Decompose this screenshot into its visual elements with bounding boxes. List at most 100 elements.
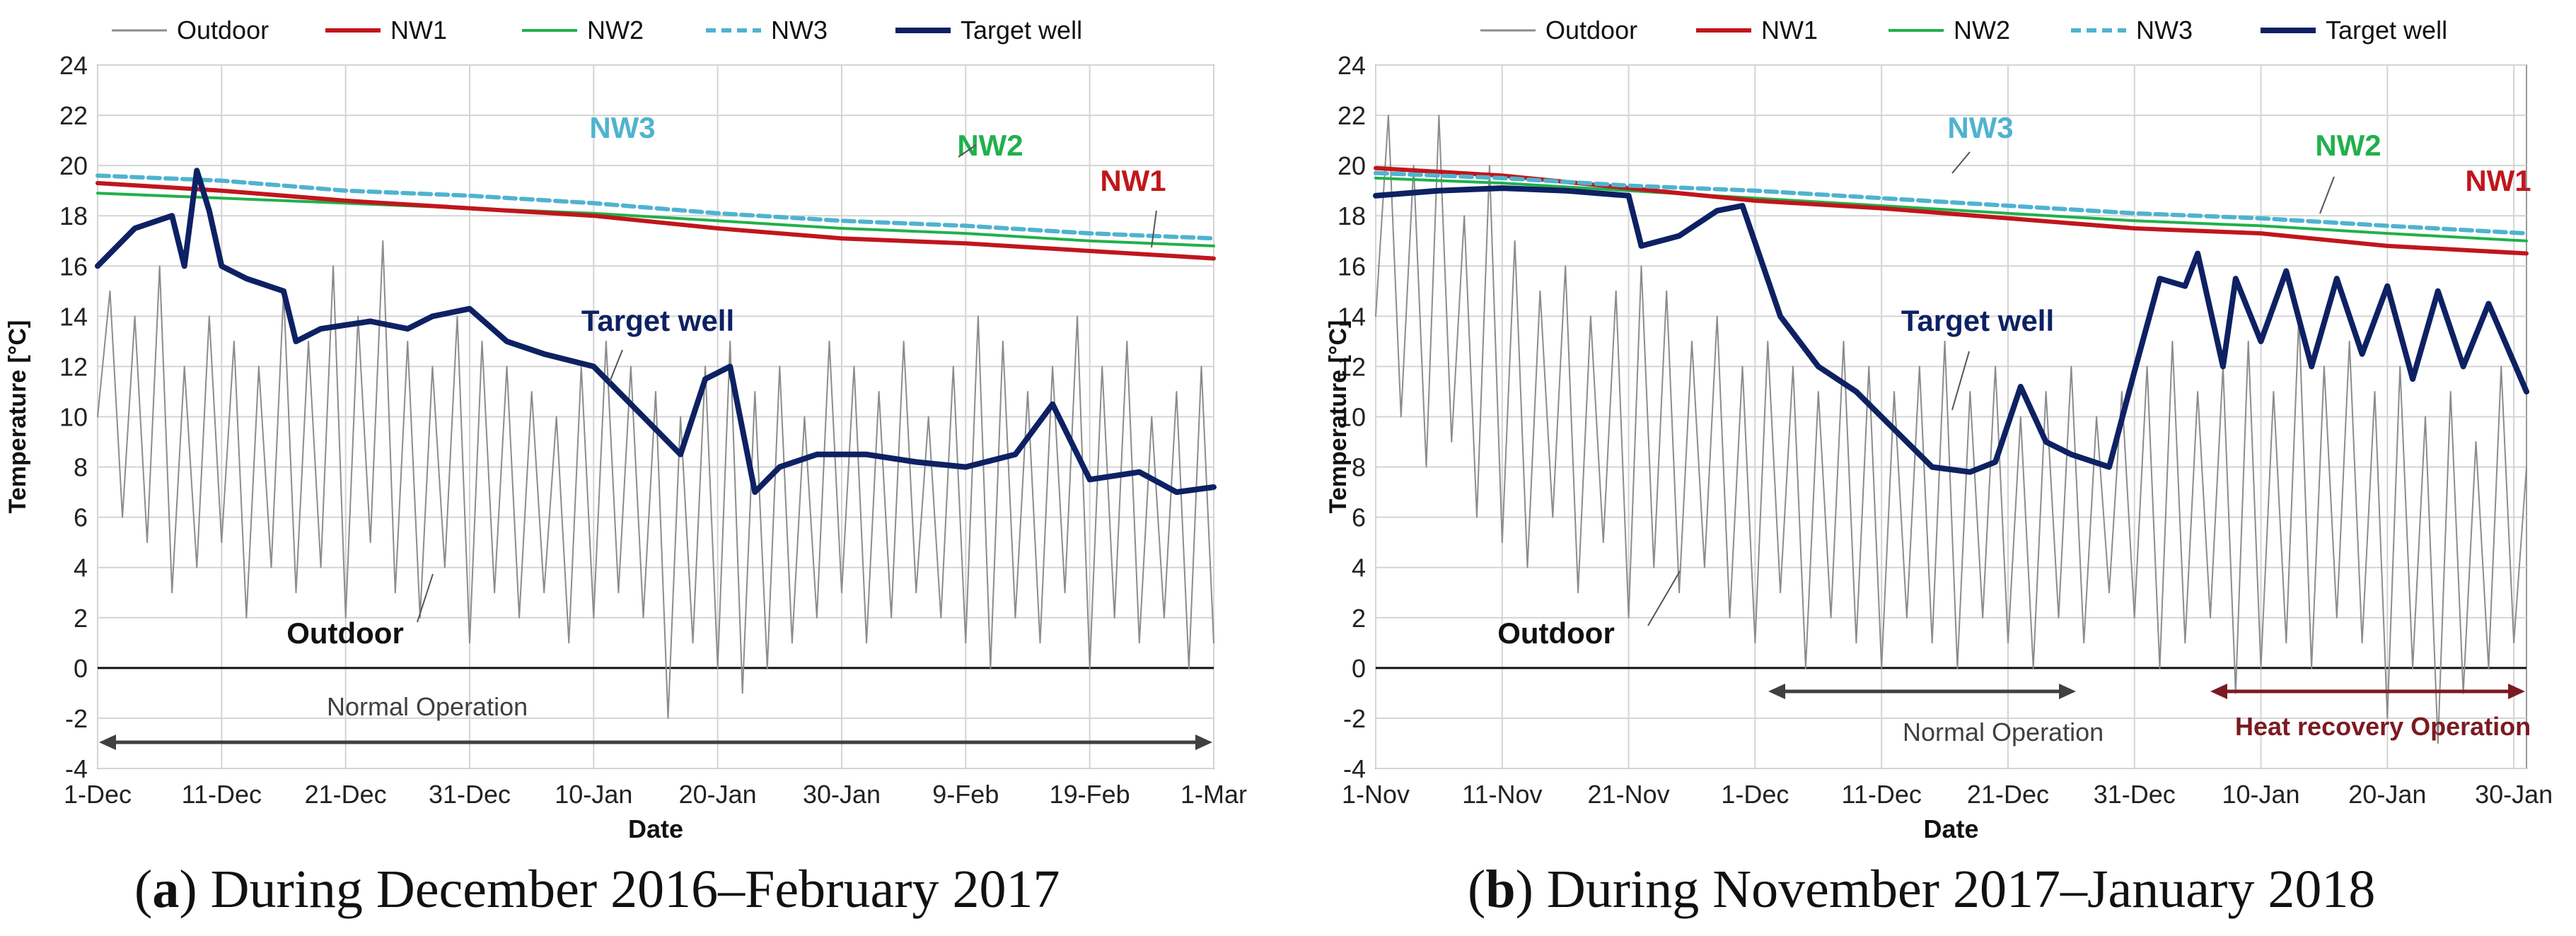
annotation-leader (417, 573, 434, 623)
y-tick-label: -4 (1343, 754, 1366, 783)
annotation-label: NW2 (957, 129, 1023, 162)
y-tick-label: 4 (74, 554, 88, 583)
caption-a-letter: a (152, 860, 180, 919)
y-tick-label: 22 (1338, 101, 1366, 130)
y-tick-label: 4 (1352, 554, 1366, 583)
annotation-label: NW1 (2465, 164, 2531, 197)
arrow-head-left (99, 735, 116, 750)
y-tick-label: 18 (1338, 201, 1366, 230)
annotation-leader (2319, 176, 2335, 214)
legend-label: NW1 (1761, 16, 1818, 45)
arrow-head-left (1768, 684, 1785, 699)
legend-label: NW2 (587, 16, 644, 45)
y-tick-label: 16 (59, 252, 88, 281)
legend-label: Target well (2326, 16, 2447, 45)
series-line-nw3 (1374, 170, 2529, 236)
y-tick-label: -2 (65, 704, 88, 733)
annotation-leader (1951, 151, 1971, 174)
x-tick-label: 20-Jan (679, 780, 757, 809)
annotation-leader (609, 349, 623, 382)
legend-label: NW3 (771, 16, 828, 45)
x-tick-label: 30-Jan (803, 780, 881, 809)
y-tick-label: 2 (74, 604, 88, 633)
y-tick-label: 0 (74, 654, 88, 683)
y-tick-label: 12 (1338, 352, 1366, 381)
y-tick-label: 18 (59, 201, 88, 230)
annotation-leader (1951, 351, 1970, 411)
annotation-leader (958, 144, 977, 158)
x-tick-label: 20-Jan (2348, 780, 2426, 809)
y-tick-label: -2 (1343, 704, 1366, 733)
operation-label: Heat recovery Operation (2235, 712, 2531, 741)
series-line-outdoor (1375, 115, 2527, 744)
y-tick-label: 8 (1352, 453, 1366, 482)
y-axis-title: Temperature [°C] (4, 320, 31, 514)
arrow-head-right (1195, 735, 1212, 750)
x-tick-label: 21-Nov (1588, 780, 1670, 809)
legend-label: Target well (961, 16, 1082, 45)
series-line-nw2 (1374, 176, 2528, 242)
y-tick-label: 6 (74, 503, 88, 532)
annotation-label: Target well (1901, 304, 2054, 337)
arrow-head-right (2059, 684, 2076, 699)
annotation-label: NW3 (1947, 111, 2013, 144)
x-tick-label: 11-Dec (182, 780, 262, 809)
legend-label: NW2 (1954, 16, 2010, 45)
annotation-label: NW3 (589, 111, 655, 144)
y-tick-label: 6 (1352, 503, 1366, 532)
series-line-target-well (1373, 185, 2529, 475)
caption-a-text: ) During December 2016–February 2017 (179, 860, 1060, 919)
operation-label: Normal Operation (327, 692, 528, 721)
series-line-nw3 (95, 173, 1216, 241)
y-tick-label: 24 (1338, 51, 1366, 80)
caption-b: (b) During November 2017–January 2018 (1468, 860, 2376, 919)
y-tick-label: 10 (59, 403, 88, 432)
y-axis-title: Temperature [°C] (1325, 320, 1352, 514)
annotation-label: NW1 (1100, 164, 1166, 197)
y-tick-label: 12 (59, 352, 88, 381)
x-tick-label: 21-Dec (1967, 780, 2049, 809)
x-tick-label: 11-Dec (1841, 780, 1921, 809)
x-axis-title: Date (628, 814, 683, 843)
legend-label: Outdoor (1545, 16, 1637, 45)
caption-b-letter: b (1485, 860, 1516, 919)
y-tick-label: 14 (59, 302, 88, 331)
annotation-leader (1151, 210, 1157, 248)
caption-a: (a) During December 2016–February 2017 (134, 860, 1060, 919)
x-tick-label: 1-Dec (64, 780, 132, 809)
annotation-label: Outdoor (1497, 616, 1615, 650)
x-tick-label: 21-Dec (305, 780, 387, 809)
arrow-head-right (2508, 684, 2525, 699)
x-tick-label: 1-Mar (1180, 780, 1247, 809)
x-tick-label: 31-Dec (429, 780, 511, 809)
y-tick-label: 8 (74, 453, 88, 482)
legend-label: NW1 (390, 16, 447, 45)
x-tick-label: 1-Dec (1721, 780, 1789, 809)
legend-label: NW3 (2136, 16, 2193, 45)
x-tick-label: 11-Nov (1462, 780, 1542, 809)
caption-b-text: ) During November 2017–January 2018 (1515, 860, 2376, 919)
y-tick-label: -4 (65, 754, 88, 783)
x-tick-label: 31-Dec (2094, 780, 2176, 809)
x-tick-label: 9-Feb (932, 780, 999, 809)
annotation-leader (1647, 571, 1681, 626)
y-tick-label: 2 (1352, 604, 1366, 633)
x-axis-title: Date (1923, 814, 1978, 843)
y-tick-label: 14 (1338, 302, 1366, 331)
annotation-label: Target well (581, 304, 734, 337)
y-tick-label: 16 (1338, 252, 1366, 281)
x-tick-label: 1-Nov (1342, 780, 1410, 809)
legend-label: Outdoor (177, 16, 269, 45)
series-line-nw1 (95, 181, 1216, 261)
arrow-head-left (2210, 684, 2227, 699)
y-tick-label: 20 (1338, 151, 1366, 180)
y-tick-label: 0 (1352, 654, 1366, 683)
x-tick-label: 30-Jan (2475, 780, 2553, 809)
annotation-label: Outdoor (286, 616, 404, 650)
y-tick-label: 20 (59, 151, 88, 180)
series-line-nw2 (96, 192, 1215, 247)
x-tick-label: 19-Feb (1050, 780, 1130, 809)
